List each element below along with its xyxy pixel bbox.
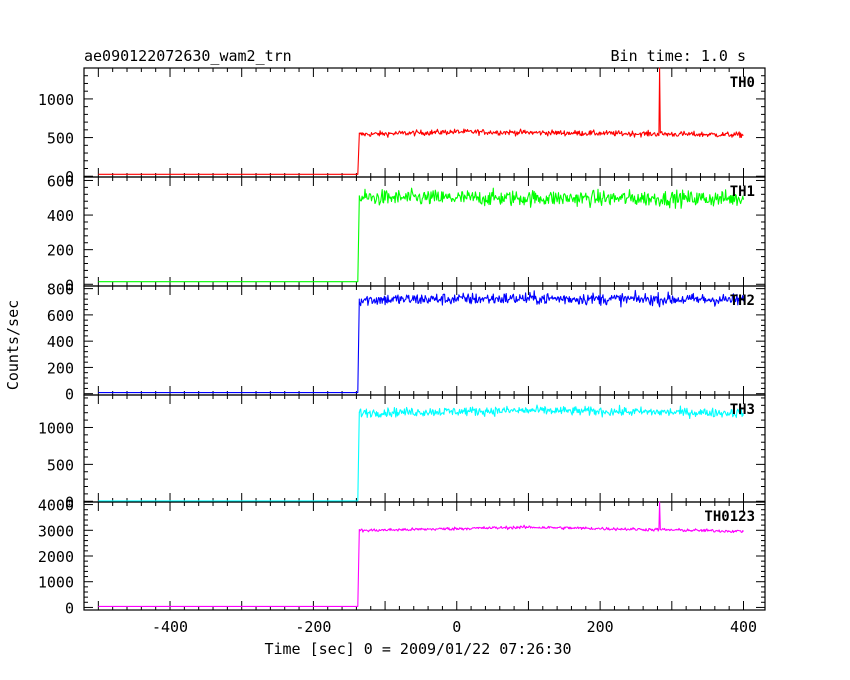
chart-title: ae090122072630_wam2_trn [84, 47, 292, 65]
panel-label-th3: TH3 [730, 402, 755, 418]
panel-frame-th0 [83, 67, 766, 178]
y-tick-label-th0123: 4000 [38, 497, 74, 515]
y-tick-label-th3: 500 [47, 456, 74, 474]
y-tick-label-th0123: 1000 [38, 574, 74, 592]
y-tick-label-th0123: 0 [65, 599, 74, 617]
panel-frame-th0123 [83, 501, 766, 611]
x-axis-title: Time [sec] 0 = 2009/01/22 07:26:30 [264, 640, 571, 658]
chart-subtitle: Bin time: 1.0 s [611, 47, 746, 65]
y-tick-label-th0123: 2000 [38, 548, 74, 566]
y-tick-label-th1: 400 [47, 207, 74, 225]
y-tick-label-th1: 0 [65, 276, 74, 294]
y-tick-label-th2: 200 [47, 359, 74, 377]
series-line-th3 [98, 404, 745, 502]
y-tick-label-th2: 800 [47, 281, 74, 299]
y-tick-label-th3: 0 [65, 493, 74, 511]
y-tick-label-th0: 0 [65, 168, 74, 186]
panel-label-th2: TH2 [730, 293, 755, 309]
y-tick-label-th0123: 3000 [38, 522, 74, 540]
x-tick-label: 200 [587, 618, 614, 636]
series-line-th1 [98, 187, 745, 283]
series-line-th0 [98, 67, 744, 175]
x-tick-label: -200 [295, 618, 331, 636]
y-tick-label-th1: 200 [47, 242, 74, 260]
y-tick-label-th2: 400 [47, 333, 74, 351]
panel-label-th0123: TH0123 [704, 509, 755, 525]
y-tick-label-th2: 0 [65, 386, 74, 404]
x-tick-label: -400 [152, 618, 188, 636]
panels-group: 0 500 1000 TH0 0 200 400 600 TH1 0 200 400 600 800 TH2… [38, 67, 766, 636]
y-tick-label-th0: 500 [47, 130, 74, 148]
y-axis-title: Counts/sec [4, 300, 22, 390]
y-tick-label-th2: 600 [47, 307, 74, 325]
series-line-th0123 [98, 501, 744, 607]
x-tick-label: 0 [452, 618, 461, 636]
panel-label-th1: TH1 [730, 184, 755, 200]
y-tick-label-th3: 1000 [38, 419, 74, 437]
y-tick-label-th1: 600 [47, 172, 74, 190]
series-line-th2 [98, 289, 745, 394]
x-tick-label: 400 [730, 618, 757, 636]
y-tick-label-th0: 1000 [38, 91, 74, 109]
panel-label-th0: TH0 [730, 75, 755, 91]
